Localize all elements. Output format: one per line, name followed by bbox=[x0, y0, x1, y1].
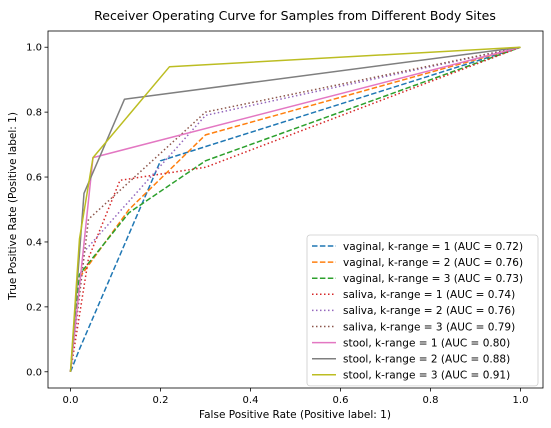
y-tick-label: 0.0 bbox=[26, 367, 42, 378]
series-line-1 bbox=[69, 46, 521, 373]
y-tick-label: 0.2 bbox=[26, 302, 42, 313]
legend-label-1: vaginal, k-range = 1 (AUC = 0.72) bbox=[343, 241, 523, 253]
x-tick-label: 0.4 bbox=[243, 395, 259, 406]
legend-label-8: stool, k-range = 2 (AUC = 0.88) bbox=[343, 354, 510, 366]
legend-items: vaginal, k-range = 1 (AUC = 0.72) vaginal… bbox=[312, 241, 523, 382]
legend-label-3: vaginal, k-range = 3 (AUC = 0.73) bbox=[343, 273, 523, 285]
series-line-2 bbox=[69, 46, 521, 372]
chart-title: Receiver Operating Curve for Samples fro… bbox=[94, 8, 496, 23]
x-tick-label: 0.6 bbox=[333, 395, 349, 406]
x-tick-label: 0.2 bbox=[153, 395, 169, 406]
legend-box bbox=[306, 234, 539, 387]
plot-frame bbox=[47, 30, 544, 389]
x-tick-label: 0.8 bbox=[423, 395, 439, 406]
x-axis-label: False Positive Rate (Positive label: 1) bbox=[199, 409, 391, 421]
y-axis-label: True Positive Rate (Positive label: 1) bbox=[7, 112, 19, 301]
legend: vaginal, k-range = 1 (AUC = 0.72) vaginal… bbox=[306, 234, 539, 387]
legend-label-2: vaginal, k-range = 2 (AUC = 0.76) bbox=[343, 257, 523, 269]
legend-label-4: saliva, k-range = 1 (AUC = 0.74) bbox=[343, 289, 515, 301]
y-tick-label: 0.6 bbox=[26, 173, 42, 184]
legend-label-5: saliva, k-range = 2 (AUC = 0.76) bbox=[343, 305, 515, 317]
plot-area: 0.0 0.2 0.4 0.6 0.8 1.0 0.0 0.2 0.4 0.6 0.8 1.0 bbox=[26, 30, 544, 406]
series-layer bbox=[69, 46, 521, 373]
y-tick-label: 0.8 bbox=[26, 108, 42, 119]
y-axis-ticks: 0.0 0.2 0.4 0.6 0.8 1.0 bbox=[26, 43, 48, 378]
series-line-6 bbox=[69, 46, 521, 372]
series-line-4 bbox=[69, 46, 521, 372]
x-axis-ticks: 0.0 0.2 0.4 0.6 0.8 1.0 bbox=[63, 388, 529, 406]
legend-label-6: saliva, k-range = 3 (AUC = 0.79) bbox=[343, 321, 515, 333]
x-tick-label: 0.0 bbox=[63, 395, 79, 406]
y-tick-label: 1.0 bbox=[26, 43, 42, 54]
legend-label-7: stool, k-range = 1 (AUC = 0.80) bbox=[343, 337, 510, 349]
series-line-9 bbox=[69, 46, 521, 372]
series-line-3 bbox=[69, 46, 521, 372]
x-tick-label: 1.0 bbox=[513, 395, 529, 406]
legend-label-9: stool, k-range = 3 (AUC = 0.91) bbox=[343, 370, 510, 382]
y-tick-label: 0.4 bbox=[26, 237, 42, 248]
